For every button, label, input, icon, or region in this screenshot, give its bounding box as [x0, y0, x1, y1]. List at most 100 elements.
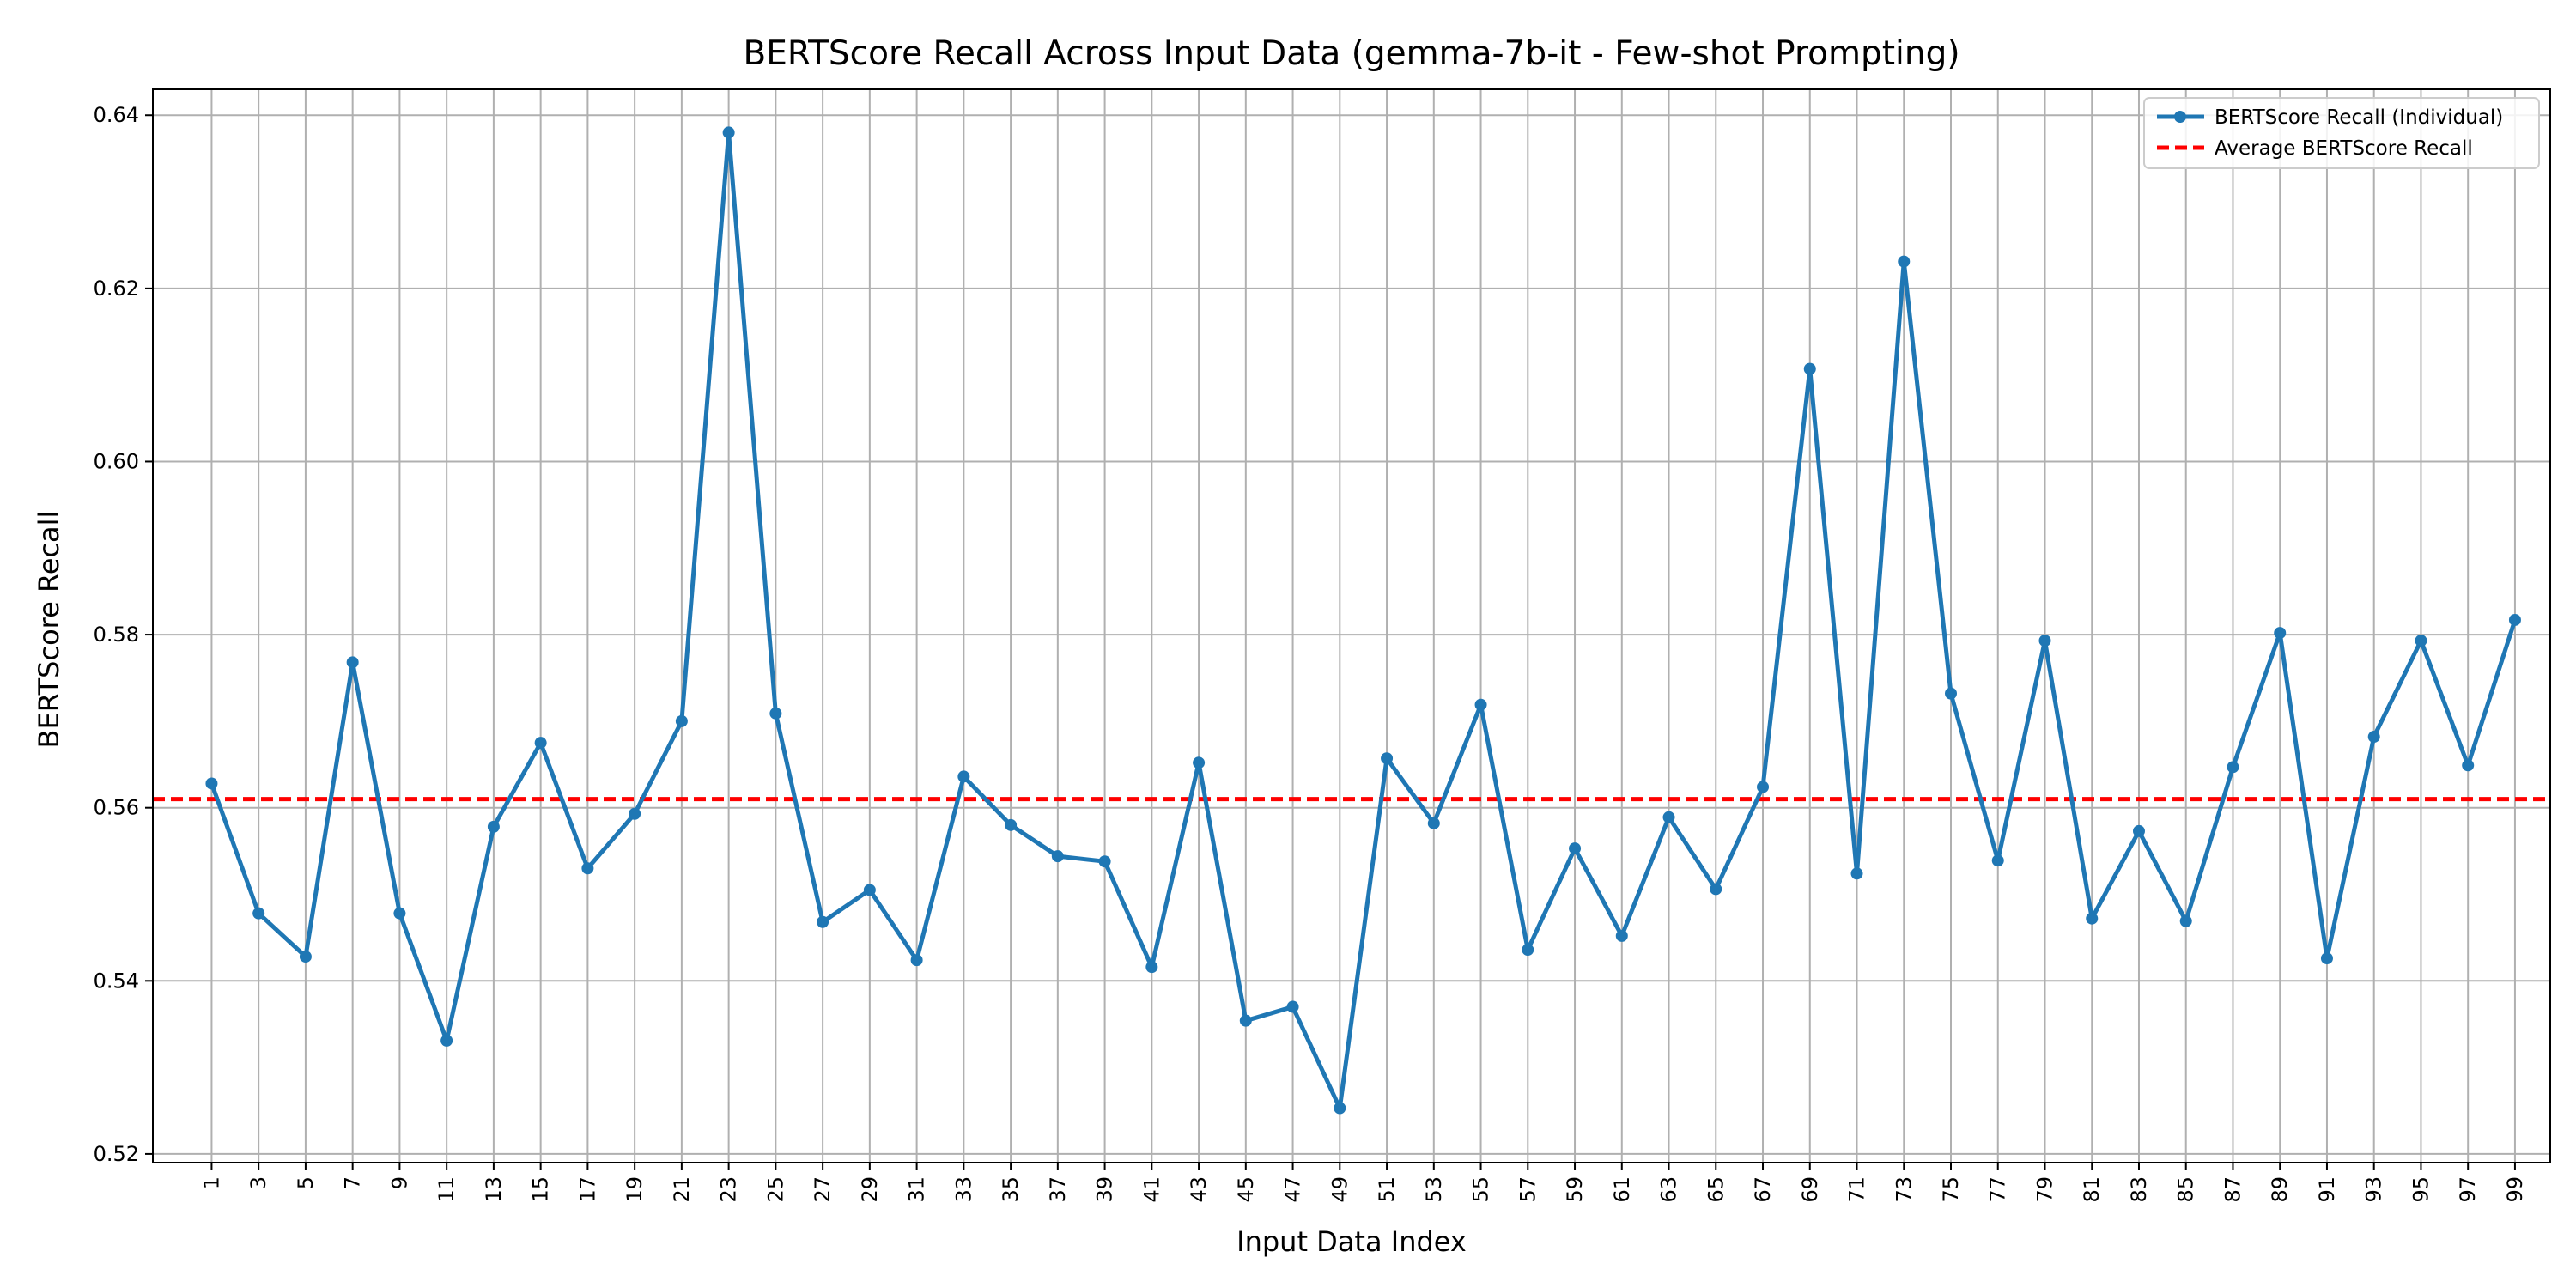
recall-data-point [1005, 818, 1018, 831]
x-tick-label: 13 [482, 1176, 506, 1203]
x-tick-label: 57 [1516, 1176, 1540, 1203]
recall-data-point [1427, 817, 1440, 829]
x-tick-label: 83 [2127, 1176, 2151, 1203]
recall-data-point [722, 126, 735, 139]
recall-data-point [346, 656, 359, 669]
x-tick-label: 45 [1234, 1176, 1258, 1203]
recall-data-point [205, 777, 218, 790]
recall-data-point [957, 770, 970, 783]
x-tick-label: 41 [1139, 1176, 1163, 1203]
legend-box [2143, 97, 2540, 169]
x-axis-ticks: 1 3 5 7 9 11 13 15 17 19 21 23 25 27 29 31 33 35 37 39 41 43 4… [199, 1163, 2527, 1203]
recall-data-point [2320, 952, 2333, 965]
x-tick-label: 19 [623, 1176, 647, 1203]
x-tick-label: 3 [246, 1176, 270, 1189]
x-tick-label: 49 [1327, 1176, 1352, 1203]
x-tick-label: 95 [2409, 1176, 2433, 1203]
legend: BERTScore Recall (Individual) Average BE… [2143, 97, 2540, 169]
recall-data-point [1381, 752, 1394, 765]
x-tick-label: 39 [1093, 1176, 1117, 1203]
x-tick-label: 63 [1657, 1176, 1681, 1203]
recall-data-point [1945, 687, 1957, 700]
recall-series-line [210, 130, 2518, 1110]
x-tick-label: 67 [1751, 1176, 1775, 1203]
recall-data-point [252, 907, 265, 920]
x-axis-label: Input Data Index [1236, 1225, 1467, 1258]
x-tick-label: 89 [2268, 1176, 2292, 1203]
recall-data-point [2132, 824, 2145, 837]
x-tick-label: 47 [1281, 1176, 1305, 1203]
x-tick-label: 53 [1422, 1176, 1446, 1203]
recall-data-point [534, 737, 547, 750]
recall-data-point [2086, 912, 2099, 925]
recall-data-point [299, 951, 312, 963]
recall-data-point [1474, 698, 1487, 711]
x-tick-label: 21 [670, 1176, 694, 1203]
recall-data-point [1757, 781, 1770, 793]
x-tick-label: 35 [999, 1176, 1023, 1203]
y-axis-label: BERTScore Recall [33, 511, 65, 749]
x-tick-label: 9 [387, 1176, 411, 1189]
x-tick-label: 25 [763, 1176, 787, 1203]
recall-data-point [1803, 362, 1816, 375]
x-tick-label: 77 [1986, 1176, 2010, 1203]
x-tick-label: 11 [434, 1176, 459, 1203]
x-tick-label: 79 [2032, 1176, 2057, 1203]
recall-data-point [1334, 1102, 1346, 1115]
recall-data-point [1286, 1000, 1299, 1013]
y-axis-ticks: 0.52 0.54 0.56 0.58 0.60 0.62 0.64 [94, 103, 153, 1166]
recall-data-point [910, 954, 923, 967]
recall-data-point [1522, 944, 1534, 957]
x-tick-label: 37 [1046, 1176, 1070, 1203]
x-tick-label: 55 [1469, 1176, 1493, 1203]
y-tick-label: 0.58 [94, 623, 139, 647]
recall-data-point [440, 1034, 453, 1047]
chart-title: BERTScore Recall Across Input Data (gemm… [743, 34, 1959, 73]
grid [153, 89, 2550, 1163]
recall-data-point [1615, 929, 1628, 942]
recall-data-point [2274, 627, 2287, 640]
x-tick-label: 81 [2080, 1176, 2104, 1203]
y-tick-label: 0.62 [94, 276, 139, 301]
recall-data-point [2508, 613, 2521, 626]
x-tick-label: 43 [1187, 1176, 1211, 1203]
x-tick-label: 85 [2174, 1176, 2198, 1203]
x-tick-label: 71 [1845, 1176, 1869, 1203]
recall-data-point [393, 907, 406, 920]
x-tick-label: 97 [2456, 1176, 2480, 1203]
recall-data-point [1569, 842, 1582, 855]
x-tick-label: 33 [951, 1176, 975, 1203]
x-tick-label: 23 [717, 1176, 741, 1203]
recall-data-point [2462, 759, 2475, 772]
recall-data-point [1850, 867, 1863, 880]
recall-data-point [817, 915, 829, 928]
legend-label-average: Average BERTScore Recall [2215, 137, 2473, 160]
x-tick-label: 91 [2315, 1176, 2339, 1203]
recall-data-point [2227, 761, 2239, 774]
recall-data-point [1145, 961, 1158, 974]
recall-data-point [1710, 883, 1722, 896]
x-tick-label: 17 [575, 1176, 599, 1203]
series-layer [205, 126, 2521, 1115]
x-tick-label: 7 [341, 1176, 365, 1189]
recall-data-point [487, 820, 500, 833]
recall-data-point [1991, 854, 2004, 867]
x-tick-label: 15 [529, 1176, 553, 1203]
x-tick-label: 27 [811, 1176, 835, 1203]
x-tick-label: 99 [2503, 1176, 2527, 1203]
x-tick-label: 65 [1704, 1176, 1728, 1203]
plot-frame [152, 88, 2551, 1163]
x-tick-label: 75 [1939, 1176, 1963, 1203]
recall-data-point [1662, 811, 1675, 823]
recall-data-point [769, 707, 782, 720]
recall-data-point [863, 884, 876, 896]
y-tick-label: 0.60 [94, 449, 139, 473]
recall-data-point [1098, 855, 1111, 868]
recall-data-point [2179, 914, 2192, 927]
y-tick-label: 0.52 [94, 1142, 139, 1166]
x-tick-label: 73 [1892, 1176, 1916, 1203]
y-tick-label: 0.56 [94, 796, 139, 820]
x-tick-label: 61 [1610, 1176, 1634, 1203]
recall-data-point [1051, 850, 1064, 863]
